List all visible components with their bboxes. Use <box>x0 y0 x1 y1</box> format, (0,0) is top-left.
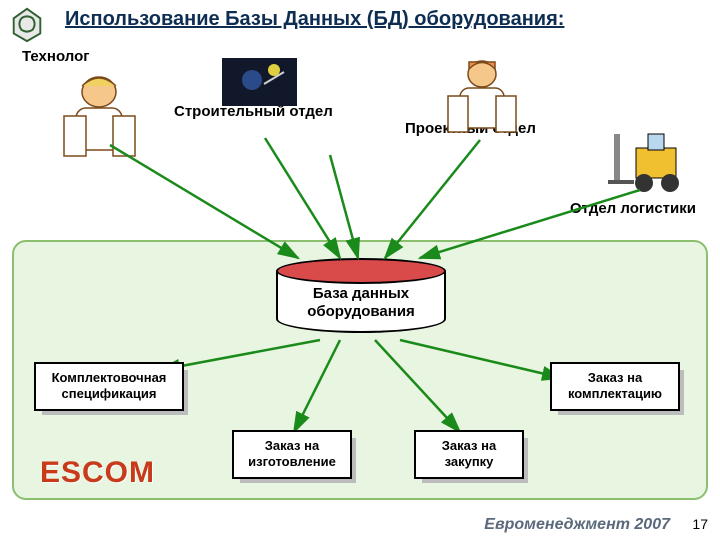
box-mfg-l1: Заказ на <box>242 438 342 454</box>
database-cylinder: База данных оборудования <box>276 258 446 338</box>
box-order-buy: Заказ на закупку <box>414 430 524 479</box>
design-icon <box>438 52 526 145</box>
box-spec: Комплектовочная спецификация <box>34 362 184 411</box>
forklift-icon <box>604 128 699 203</box>
box-comp-l1: Заказ на <box>560 370 670 386</box>
db-line2: оборудования <box>278 303 444 321</box>
escom-label: ESCOM <box>40 456 155 490</box>
box-buy-l2: закупку <box>424 454 514 470</box>
slide-title: Использование Базы Данных (БД) оборудова… <box>65 8 564 31</box>
box-comp-l2: комплектацию <box>560 386 670 402</box>
construction-icon <box>222 58 297 111</box>
footer-brand: Евроменеджмент 2007 <box>484 516 670 534</box>
box-spec-l2: спецификация <box>44 386 174 402</box>
box-mfg-l2: изготовление <box>242 454 342 470</box>
box-spec-l1: Комплектовочная <box>44 370 174 386</box>
box-order-mfg: Заказ на изготовление <box>232 430 352 479</box>
box-buy-l1: Заказ на <box>424 438 514 454</box>
db-line1: База данных <box>278 285 444 303</box>
page-number: 17 <box>692 516 708 532</box>
logo-icon <box>8 5 46 43</box>
label-technologist: Технолог <box>22 48 90 65</box>
box-order-comp: Заказ на комплектацию <box>550 362 680 411</box>
technologist-icon <box>52 68 147 168</box>
